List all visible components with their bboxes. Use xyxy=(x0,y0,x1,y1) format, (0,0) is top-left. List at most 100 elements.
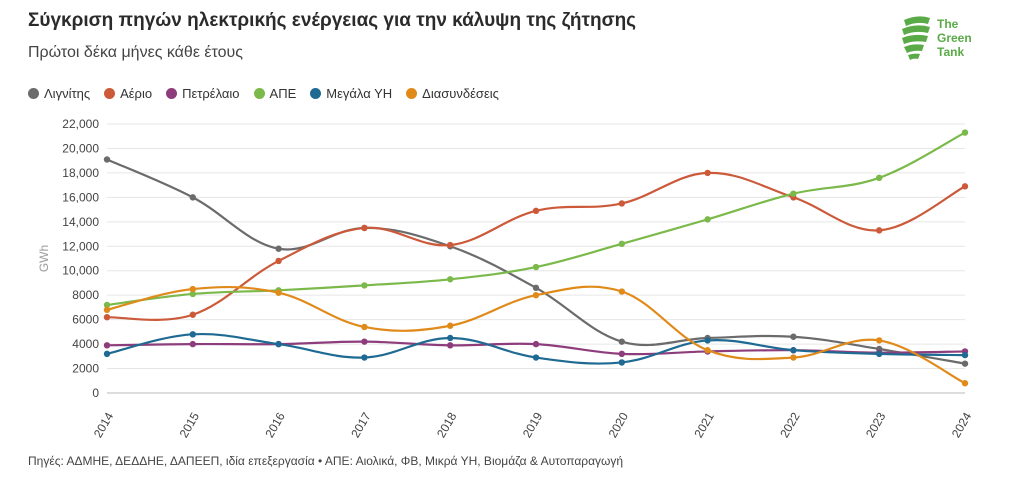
legend-swatch-icon xyxy=(253,88,265,99)
data-point xyxy=(704,347,711,354)
data-point xyxy=(189,194,196,201)
logo-text-line1: The xyxy=(937,17,959,31)
data-point xyxy=(103,156,111,163)
data-point xyxy=(103,306,111,314)
data-point xyxy=(447,322,454,329)
y-tick-label: 12,000 xyxy=(62,239,99,253)
data-point xyxy=(103,301,111,309)
data-point xyxy=(361,323,368,331)
x-tick-label: 2016 xyxy=(262,410,288,440)
x-tick-label: 2021 xyxy=(691,410,717,440)
logo-text-line2: Green xyxy=(937,31,972,45)
legend-item[interactable]: Πετρέλαιο xyxy=(166,86,240,101)
legend-item[interactable]: Μεγάλα ΥΗ xyxy=(310,86,392,101)
data-point xyxy=(532,354,540,361)
legend-label: ΑΠΕ xyxy=(269,86,297,101)
legend-item[interactable]: Διασυνδέσεις xyxy=(406,86,499,101)
data-point xyxy=(618,350,625,358)
series-line xyxy=(106,158,966,365)
data-point xyxy=(361,354,368,361)
data-point xyxy=(876,174,883,181)
legend-label: Πετρέλαιο xyxy=(182,86,240,101)
y-tick-label: 4000 xyxy=(72,337,99,351)
data-point xyxy=(876,337,883,344)
data-point xyxy=(189,290,196,298)
data-point xyxy=(189,331,196,338)
data-point xyxy=(790,347,797,354)
data-point xyxy=(361,338,368,345)
data-point xyxy=(704,169,711,177)
data-point xyxy=(103,313,111,321)
x-tick-label: 2014 xyxy=(91,410,117,440)
data-point xyxy=(532,207,540,215)
y-tick-label: 16,000 xyxy=(62,190,99,204)
data-point xyxy=(361,224,368,232)
data-point xyxy=(618,200,625,207)
leaf-grid-icon xyxy=(902,16,930,60)
y-tick-label: 20,000 xyxy=(62,141,99,155)
x-tick-label: 2019 xyxy=(520,410,546,440)
data-point xyxy=(961,351,969,359)
data-point xyxy=(618,288,625,295)
legend-swatch-icon xyxy=(166,88,178,99)
x-tick-label: 2023 xyxy=(863,410,889,440)
data-point xyxy=(189,285,196,293)
legend-swatch-icon xyxy=(28,88,39,99)
legend-label: Αέριο xyxy=(120,86,153,101)
data-point xyxy=(618,338,625,345)
legend-label: Λιγνίτης xyxy=(44,86,91,101)
legend-label: Διασυνδέσεις xyxy=(422,86,499,101)
legend-item[interactable]: ΑΠΕ xyxy=(253,86,297,101)
data-point xyxy=(189,311,196,318)
data-point xyxy=(790,354,797,361)
data-point xyxy=(361,282,368,289)
data-point xyxy=(618,359,625,366)
y-tick-label: 22,000 xyxy=(62,117,99,131)
data-point xyxy=(275,245,282,252)
source-note: Πηγές: ΑΔΜΗΕ, ΔΕΔΔΗΕ, ΔΑΠΕΕΠ, ιδία επεξε… xyxy=(28,454,624,468)
legend-item[interactable]: Λιγνίτης xyxy=(28,86,90,101)
legend-item[interactable]: Αέριο xyxy=(104,86,152,101)
y-tick-label: 8000 xyxy=(72,288,99,302)
y-tick-label: 10,000 xyxy=(62,264,99,278)
legend-swatch-icon xyxy=(310,88,322,99)
chart-title: Σύγκριση πηγών ηλεκτρικής ενέργειας για … xyxy=(28,10,637,31)
x-tick-label: 2024 xyxy=(949,410,975,440)
data-point xyxy=(961,183,969,190)
data-point xyxy=(704,337,711,344)
data-point xyxy=(704,216,711,223)
x-tick-label: 2022 xyxy=(777,410,803,440)
data-point xyxy=(275,257,282,265)
data-point xyxy=(275,289,282,296)
data-point xyxy=(961,380,969,387)
data-point xyxy=(532,284,540,292)
data-point xyxy=(189,340,196,348)
y-tick-label: 0 xyxy=(92,386,99,400)
data-point xyxy=(532,291,540,299)
legend-swatch-icon xyxy=(104,88,116,99)
data-point xyxy=(876,350,883,358)
data-point xyxy=(532,340,540,348)
data-point xyxy=(876,227,883,234)
y-axis-label: GWh xyxy=(37,245,51,272)
x-tick-label: 2018 xyxy=(434,410,460,440)
y-tick-label: 2000 xyxy=(72,362,99,376)
chart-subtitle: Πρώτοι δέκα μήνες κάθε έτους xyxy=(28,44,243,61)
data-point xyxy=(961,129,969,136)
data-point xyxy=(532,263,540,271)
data-point xyxy=(790,333,797,340)
data-point xyxy=(618,240,625,248)
y-tick-label: 6000 xyxy=(72,313,99,327)
data-point xyxy=(103,350,111,358)
legend-label: Μεγάλα ΥΗ xyxy=(326,86,393,101)
green-tank-logo: The Green Tank xyxy=(900,12,1010,68)
chart-legend: Λιγνίτης Αέριο Πετρέλαιο ΑΠΕ Μεγάλα ΥΗ Διασυν… xyxy=(28,86,499,101)
data-point xyxy=(447,342,454,349)
data-point xyxy=(275,340,282,348)
x-tick-label: 2015 xyxy=(177,410,203,440)
x-tick-label: 2017 xyxy=(348,410,374,440)
y-tick-label: 14,000 xyxy=(62,215,99,229)
x-tick-label: 2020 xyxy=(606,410,632,440)
data-point xyxy=(447,276,454,283)
